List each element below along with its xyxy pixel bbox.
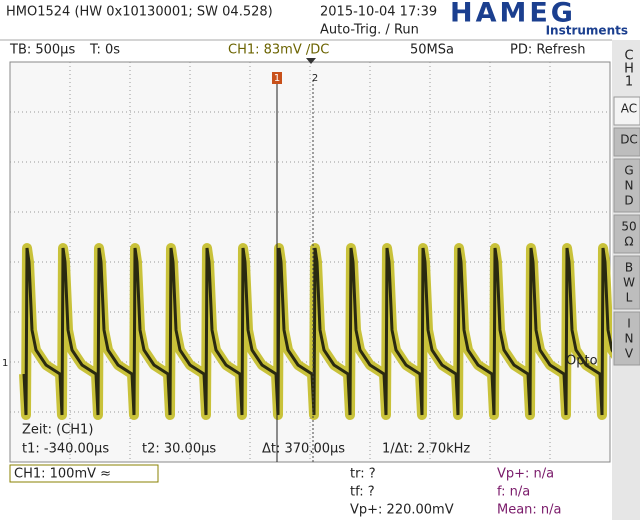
- side-button-label: D: [624, 194, 633, 208]
- side-title: C: [624, 49, 633, 64]
- side-title: 1: [625, 75, 633, 90]
- side-button[interactable]: [613, 255, 640, 310]
- cursor-value: 1/Δt: 2.70kHz: [382, 442, 470, 457]
- side-button-label: AC: [621, 102, 637, 116]
- trace: [22, 247, 637, 416]
- device-info: HMO1524 (HW 0x10130001; SW 04.528): [6, 5, 273, 20]
- trigger-pos: [306, 58, 316, 64]
- trace-label: Opto: [566, 354, 598, 369]
- timebase: TB: 500µs: [9, 43, 75, 58]
- side-title: H: [624, 62, 634, 77]
- side-button-label: N: [625, 332, 634, 346]
- measurement: f: n/a: [497, 485, 530, 500]
- cursor-marker: 2: [312, 73, 318, 84]
- side-button[interactable]: [613, 311, 640, 366]
- trigger-time: T: 0s: [89, 43, 120, 58]
- channel-scale: CH1: 100mV ≈: [14, 467, 111, 482]
- side-button-label: G: [624, 164, 633, 178]
- datetime: 2015-10-04 17:39: [320, 5, 437, 20]
- cursor-value: t1: -340.00µs: [22, 442, 109, 457]
- measurement: Vp+: 220.00mV: [350, 503, 454, 518]
- mode: PD: Refresh: [510, 43, 585, 58]
- logo: HAMEG: [450, 0, 576, 29]
- measurement: Vp+: n/a: [497, 467, 554, 482]
- ground-marker: 1: [2, 358, 8, 369]
- cursor-value: t2: 30.00µs: [142, 442, 216, 457]
- measurement: tr: ?: [350, 467, 376, 482]
- cursor-marker-box: [272, 72, 282, 84]
- side-button[interactable]: [613, 158, 640, 213]
- side-button-label: W: [623, 276, 635, 290]
- side-button-label: DC: [620, 133, 638, 147]
- side-button[interactable]: [613, 96, 640, 126]
- logo-sub: Instruments: [546, 24, 628, 38]
- side-button-label: 50: [621, 220, 636, 234]
- side-button-label: I: [627, 317, 631, 331]
- side-button-label: N: [625, 179, 634, 193]
- measurement: Mean: n/a: [497, 503, 562, 518]
- channel-box: [9, 464, 159, 483]
- side-button-label: B: [625, 261, 633, 275]
- side-button-label: V: [625, 347, 634, 361]
- side-button-label: L: [626, 291, 633, 305]
- side-button-label: Ω: [624, 235, 633, 249]
- measurement: tf: ?: [350, 485, 375, 500]
- channel-status: CH1: 83mV ∕DC: [228, 43, 329, 58]
- cursor-marker: 1: [274, 73, 280, 84]
- cursor-source: Zeit: (CH1): [22, 423, 93, 438]
- trigger-state: Auto-Trig. / Run: [320, 23, 419, 38]
- sample-rate: 50MSa: [410, 43, 454, 58]
- side-button[interactable]: [613, 127, 640, 157]
- cursor-value: Δt: 370.00µs: [262, 442, 345, 457]
- side-button[interactable]: [613, 214, 640, 254]
- plot-area: 1 2 1 Opto Zeit: (CH1) t1: -340.00µs t2: 30.00…: [2, 58, 639, 463]
